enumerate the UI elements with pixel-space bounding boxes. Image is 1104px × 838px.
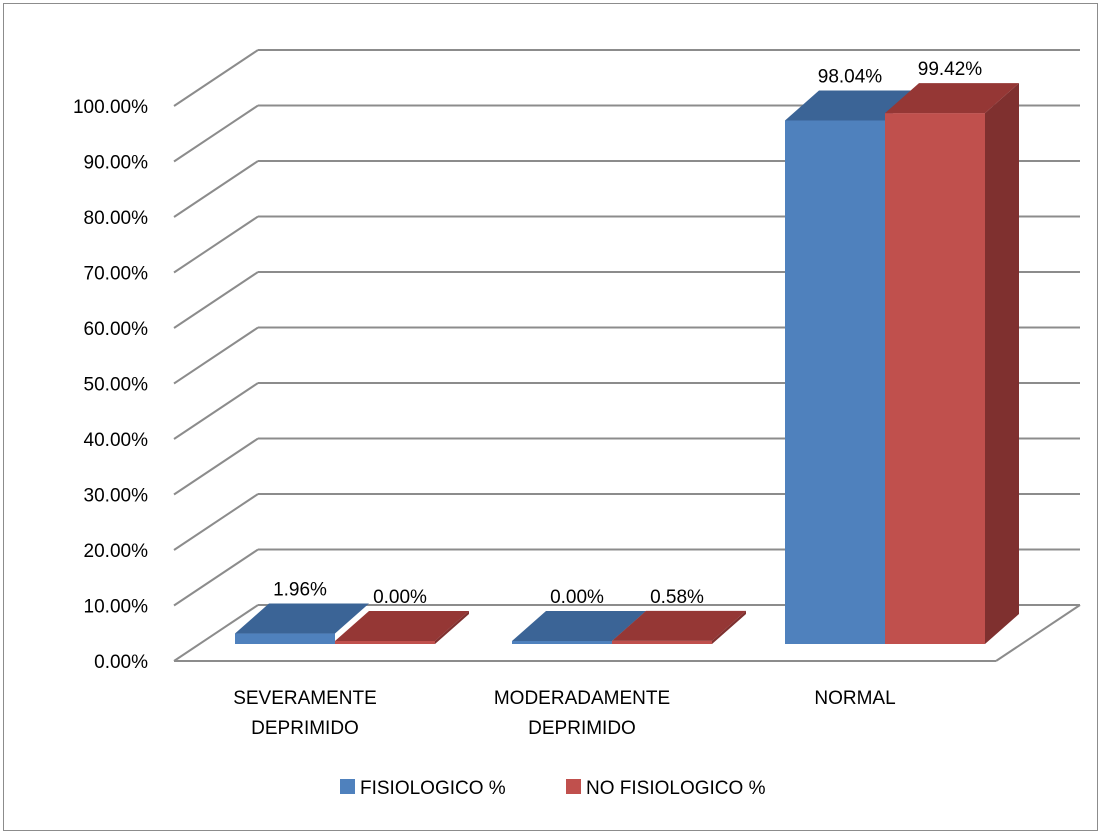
y-tick-label: 10.00% bbox=[84, 597, 149, 618]
data-label: 99.42% bbox=[918, 59, 983, 80]
data-label: 0.58% bbox=[650, 587, 704, 608]
y-tick-label: 60.00% bbox=[84, 319, 149, 340]
legend-item: FISIOLOGICO % bbox=[340, 778, 506, 799]
chart-floor bbox=[174, 604, 1081, 662]
data-label: 1.96% bbox=[273, 580, 327, 601]
legend-swatch bbox=[566, 779, 581, 794]
gridline bbox=[173, 49, 1080, 107]
legend-swatch bbox=[340, 779, 355, 794]
y-tick-label: 70.00% bbox=[84, 264, 149, 285]
legend-label: NO FISIOLOGICO % bbox=[586, 778, 766, 799]
category-label: SEVERAMENTE DEPRIMIDO bbox=[233, 688, 377, 739]
data-labels: 1.96% 0.00% 0.00% 0.58% 98.04% 99.42% bbox=[273, 59, 982, 608]
legend: FISIOLOGICO % NO FISIOLOGICO % bbox=[340, 778, 766, 799]
y-tick-label: 40.00% bbox=[84, 430, 149, 451]
bar bbox=[335, 611, 469, 644]
category-label: MODERADAMENTE DEPRIMIDO bbox=[494, 688, 670, 739]
bar bbox=[885, 83, 1019, 645]
y-tick-label: 0.00% bbox=[94, 652, 148, 673]
bar bbox=[785, 90, 919, 644]
floor-right-edge bbox=[995, 604, 1081, 662]
data-label: 98.04% bbox=[818, 66, 883, 87]
data-label: 0.00% bbox=[550, 587, 604, 608]
legend-item: NO FISIOLOGICO % bbox=[566, 778, 766, 799]
y-tick-label: 90.00% bbox=[84, 153, 149, 174]
bars bbox=[235, 83, 1019, 645]
y-tick-label: 50.00% bbox=[84, 375, 149, 396]
bar bbox=[235, 603, 369, 644]
y-tick-label: 80.00% bbox=[84, 208, 149, 229]
bar bbox=[612, 610, 746, 644]
bar bbox=[512, 611, 646, 644]
category-label: NORMAL bbox=[814, 688, 895, 709]
data-label: 0.00% bbox=[373, 587, 427, 608]
legend-label: FISIOLOGICO % bbox=[360, 778, 506, 799]
y-axis-ticks: 0.00% 10.00% 20.00% 30.00% 40.00% 50.00% 60.00… bbox=[73, 97, 148, 673]
x-axis-categories: SEVERAMENTE DEPRIMIDO MODERADAMENTE DEPRIMI… bbox=[233, 688, 895, 739]
y-tick-label: 30.00% bbox=[84, 486, 149, 507]
y-tick-label: 100.00% bbox=[73, 97, 148, 118]
y-tick-label: 20.00% bbox=[84, 541, 149, 562]
